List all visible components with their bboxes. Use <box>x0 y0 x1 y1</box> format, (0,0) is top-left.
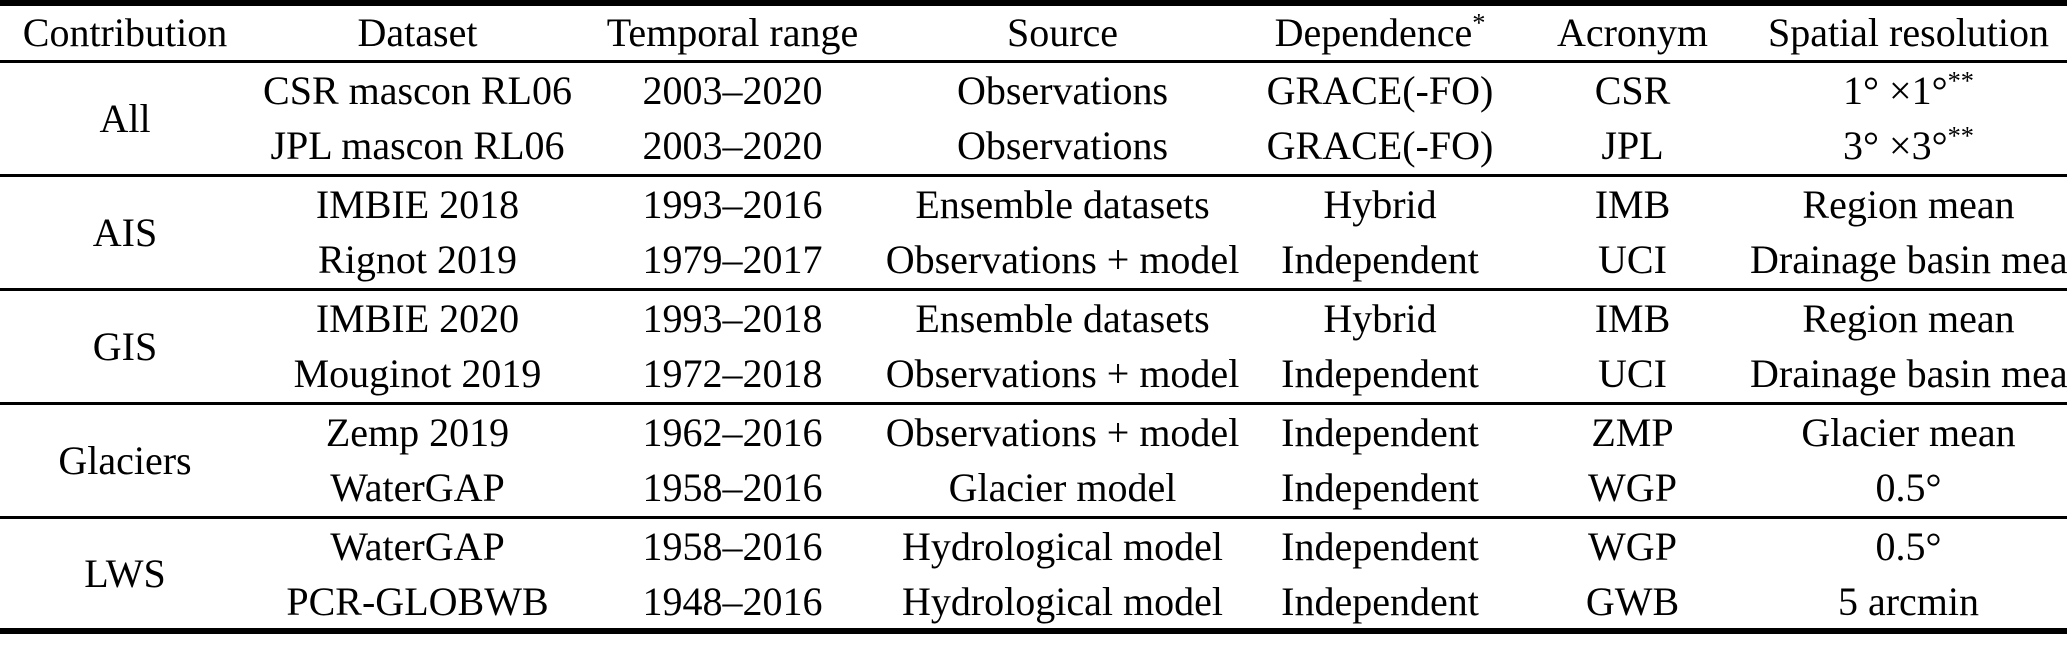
dataset-cell: Mouginot 2019 <box>293 351 542 397</box>
spatial-resolution-footnote-marker: ** <box>1947 65 1974 96</box>
source-cell: Ensemble datasets <box>880 173 1245 232</box>
source-cell: Observations <box>880 59 1245 118</box>
dataset-cell: IMBIE 2018 <box>250 173 585 232</box>
table-row: GIS IMBIE 2020 1993–2018 Ensemble datase… <box>0 287 2067 403</box>
spatial-resolution-value: Glacier mean <box>1801 409 2016 455</box>
temporal-range-cell: 1962–2016 <box>585 401 880 460</box>
acronym-cell: CSR <box>1515 59 1750 118</box>
spatial-resolution-value: Region mean <box>1802 295 2015 341</box>
acronym-cell: ZMP <box>1515 401 1750 460</box>
dependence-cell: GRACE(-FO) <box>1266 123 1494 169</box>
dataset-cell: Zemp 2019 <box>250 401 585 460</box>
spatial-resolution-cell: 5 arcmin <box>1750 574 2067 631</box>
acronym-cell: JPL <box>1601 123 1664 169</box>
temporal-range-cell: 1979–2017 <box>642 237 823 283</box>
source-cell: Observations + model <box>885 351 1240 397</box>
table-row: AIS IMBIE 2018 1993–2016 Ensemble datase… <box>0 173 2067 289</box>
table-row: WaterGAP 1958–2016 Glacier model Indepen… <box>0 460 2067 517</box>
dependence-cell: Independent <box>1245 401 1515 460</box>
col-header-acronym: Acronym <box>1515 3 1750 63</box>
dataset-cell: IMBIE 2020 <box>250 287 585 346</box>
temporal-range-cell: 2003–2020 <box>642 123 823 169</box>
table-row: Glaciers Zemp 2019 1962–2016 Observation… <box>0 401 2067 517</box>
source-cell: Glacier model <box>948 465 1177 511</box>
header-row: Contribution Dataset Temporal range Sour… <box>0 3 2067 63</box>
spatial-resolution-value: Drainage basin mean <box>1750 237 2067 283</box>
dependence-cell: Hybrid <box>1245 173 1515 232</box>
table-row: All CSR mascon RL06 2003–2020 Observatio… <box>0 59 2067 175</box>
spatial-resolution-cell: 1° ×1°** <box>1750 59 2067 118</box>
source-cell: Observations + model <box>885 237 1240 283</box>
dataset-cell: CSR mascon RL06 <box>250 59 585 118</box>
spatial-resolution-cell: Drainage basin mean <box>1750 232 2067 289</box>
spatial-resolution-value: Drainage basin mean <box>1750 351 2067 397</box>
spatial-resolution-value: 5 arcmin <box>1837 578 1980 624</box>
acronym-cell: IMB <box>1515 287 1750 346</box>
acronym-cell: WGP <box>1515 515 1750 574</box>
contribution-cell: Glaciers <box>0 401 250 517</box>
spatial-resolution-cell: Glacier mean <box>1750 401 2067 460</box>
contribution-cell: GIS <box>0 287 250 403</box>
table-row: Mouginot 2019 1972–2018 Observations + m… <box>0 346 2067 403</box>
dependence-cell: Independent <box>1281 578 1479 624</box>
table-row: PCR-GLOBWB 1948–2016 Hydrological model … <box>0 574 2067 631</box>
col-header-spatial-resolution: Spatial resolution <box>1750 3 2067 63</box>
spatial-resolution-cell: 0.5° <box>1750 515 2067 574</box>
acronym-cell: IMB <box>1515 173 1750 232</box>
dependence-cell: Independent <box>1245 515 1515 574</box>
source-cell: Hydrological model <box>901 578 1224 624</box>
datasets-table: Contribution Dataset Temporal range Sour… <box>0 0 2067 634</box>
dataset-cell: PCR-GLOBWB <box>286 578 549 624</box>
dependence-cell: GRACE(-FO) <box>1245 59 1515 118</box>
table-row: Rignot 2019 1979–2017 Observations + mod… <box>0 232 2067 289</box>
acronym-cell: UCI <box>1598 237 1667 283</box>
col-header-dataset: Dataset <box>250 3 585 63</box>
temporal-range-cell: 1948–2016 <box>642 578 823 624</box>
temporal-range-cell: 2003–2020 <box>585 59 880 118</box>
dataset-cell: JPL mascon RL06 <box>270 123 565 169</box>
contribution-cell: All <box>0 59 250 175</box>
temporal-range-cell: 1993–2018 <box>585 287 880 346</box>
spatial-resolution-value: 0.5° <box>1875 523 1942 569</box>
col-header-contribution: Contribution <box>0 3 250 63</box>
contribution-cell: AIS <box>0 173 250 289</box>
dataset-cell: WaterGAP <box>330 465 505 511</box>
spatial-resolution-cell: 0.5° <box>1750 460 2067 517</box>
col-header-dependence: Dependence* <box>1245 3 1515 63</box>
spatial-resolution-value: 3° ×3° <box>1843 123 1948 169</box>
dataset-cell: WaterGAP <box>250 515 585 574</box>
spatial-resolution-value: 1° ×1° <box>1843 67 1948 113</box>
acronym-cell: WGP <box>1588 465 1677 511</box>
spatial-resolution-value: 0.5° <box>1875 465 1942 511</box>
dependence-cell: Independent <box>1281 351 1479 397</box>
source-cell: Observations + model <box>880 401 1245 460</box>
source-cell: Hydrological model <box>880 515 1245 574</box>
acronym-cell: GWB <box>1585 578 1680 624</box>
spatial-resolution-cell: Drainage basin mean <box>1750 346 2067 403</box>
dependence-cell: Hybrid <box>1245 287 1515 346</box>
spatial-resolution-value: Region mean <box>1802 181 2015 227</box>
dependence-footnote-marker: * <box>1472 7 1486 38</box>
dependence-cell: Independent <box>1281 237 1479 283</box>
contribution-cell: LWS <box>0 515 250 631</box>
source-cell: Observations <box>956 123 1169 169</box>
temporal-range-cell: 1972–2018 <box>642 351 823 397</box>
dependence-header-label: Dependence <box>1274 10 1473 56</box>
dependence-cell: Independent <box>1281 465 1479 511</box>
spatial-resolution-cell: Region mean <box>1750 173 2067 232</box>
col-header-temporal-range: Temporal range <box>585 3 880 63</box>
spatial-resolution-footnote-marker: ** <box>1947 120 1974 151</box>
spatial-resolution-cell: 3° ×3°** <box>1750 118 2067 175</box>
source-cell: Ensemble datasets <box>880 287 1245 346</box>
acronym-cell: UCI <box>1598 351 1667 397</box>
temporal-range-cell: 1993–2016 <box>585 173 880 232</box>
col-header-source: Source <box>880 3 1245 63</box>
table-row: JPL mascon RL06 2003–2020 Observations G… <box>0 118 2067 175</box>
spatial-resolution-cell: Region mean <box>1750 287 2067 346</box>
dataset-cell: Rignot 2019 <box>318 237 517 283</box>
temporal-range-cell: 1958–2016 <box>642 465 823 511</box>
temporal-range-cell: 1958–2016 <box>585 515 880 574</box>
table-row: LWS WaterGAP 1958–2016 Hydrological mode… <box>0 515 2067 631</box>
